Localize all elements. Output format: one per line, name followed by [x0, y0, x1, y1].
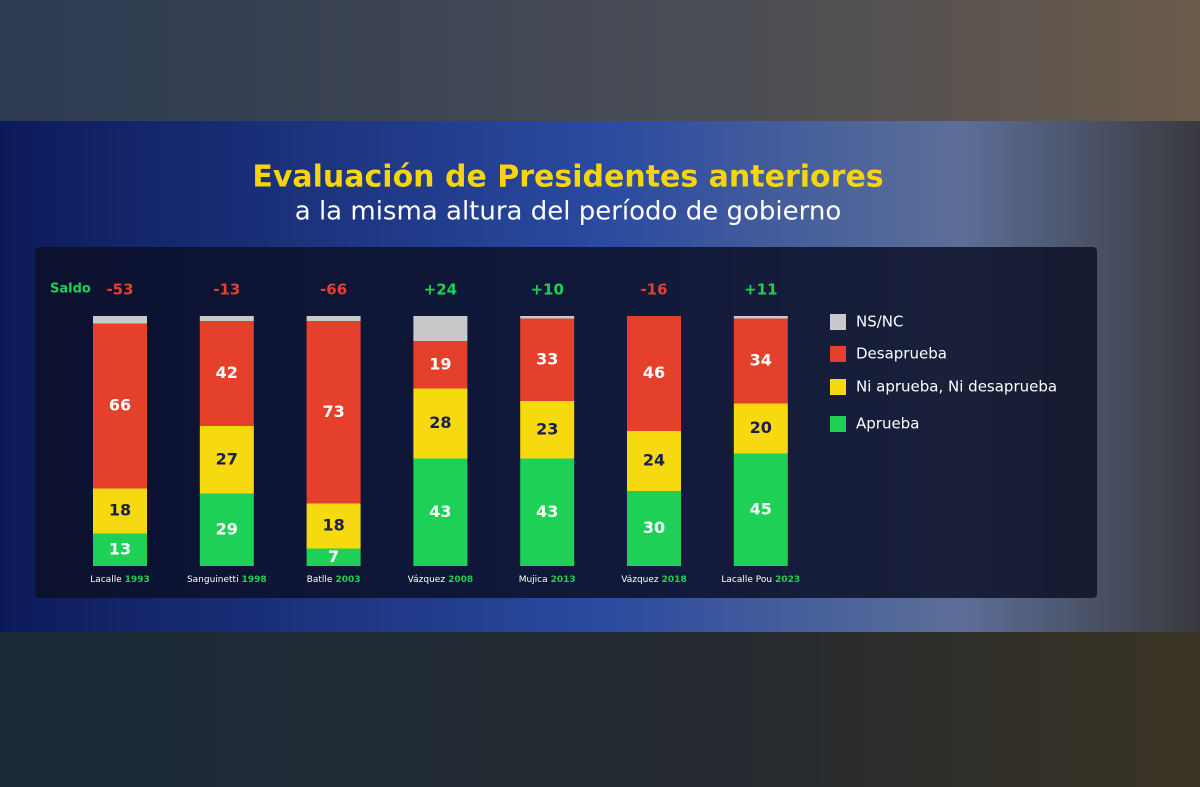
background-bottom — [0, 632, 1200, 787]
saldo-label: Saldo — [50, 282, 91, 297]
bar-segment — [199, 316, 254, 321]
data-label: 28 — [429, 413, 451, 432]
bar-segment — [306, 316, 361, 321]
saldo-value: +24 — [424, 281, 457, 299]
data-label: 29 — [216, 519, 238, 538]
data-label: 43 — [536, 502, 558, 521]
category-year: 2008 — [448, 575, 473, 585]
data-label: 42 — [216, 363, 238, 382]
saldo-value: -66 — [320, 281, 347, 299]
saldo-value: +10 — [530, 281, 563, 299]
category-name: Vázquez — [621, 575, 659, 585]
data-label: 33 — [536, 349, 558, 368]
x-tick-label: Lacalle 1993 — [90, 575, 150, 585]
x-tick-label: Vázquez 2018 — [621, 575, 686, 585]
bar-segment — [306, 548, 361, 566]
x-tick-label: Lacalle Pou 2023 — [721, 575, 800, 585]
legend-swatch — [830, 416, 846, 432]
category-year: 1998 — [242, 575, 267, 585]
category-year: 2013 — [551, 575, 576, 585]
legend-label: Ni aprueba, Ni desaprueba — [856, 378, 1057, 396]
saldo-value: +11 — [744, 281, 777, 299]
bar-segment — [733, 316, 788, 319]
category-name: Lacalle Pou — [721, 575, 772, 585]
bar-segment — [627, 491, 681, 566]
category-name: Batlle — [307, 575, 333, 585]
category-name: Vázquez — [408, 575, 446, 585]
legend-swatch — [830, 379, 846, 395]
data-label: 24 — [643, 451, 665, 470]
data-label: 34 — [750, 351, 772, 370]
x-tick-label: Batlle 2003 — [307, 575, 361, 585]
saldo-value: -13 — [213, 281, 240, 299]
bar-segment — [413, 458, 468, 566]
bar-segment — [627, 431, 681, 491]
data-label: 73 — [322, 402, 344, 421]
data-label: 23 — [536, 419, 558, 438]
bar-segment — [733, 403, 788, 454]
x-tick-label: Vázquez 2008 — [408, 575, 473, 585]
bar-segment — [413, 316, 468, 341]
data-label: 46 — [643, 363, 665, 382]
category-year: 2003 — [335, 575, 360, 585]
legend-label: Desaprueba — [856, 345, 947, 363]
chart-title: Evaluación de Presidentes anteriores — [252, 160, 883, 195]
saldo-value: -16 — [640, 281, 667, 299]
data-label: 30 — [643, 518, 665, 537]
data-label: 13 — [109, 539, 131, 558]
legend-swatch — [830, 346, 846, 362]
bar-segment — [93, 316, 147, 324]
legend-label: NS/NC — [856, 313, 904, 331]
data-label: 18 — [109, 501, 131, 520]
bar-segment — [413, 388, 468, 459]
legend-label: Aprueba — [856, 415, 919, 433]
x-tick-label: Mujica 2013 — [519, 575, 576, 585]
bar-segment — [520, 316, 575, 319]
background-top — [0, 0, 1200, 121]
bar-segment — [199, 493, 254, 566]
bar-segment — [733, 453, 788, 566]
data-label: 27 — [216, 449, 238, 468]
bar-segment — [199, 321, 254, 426]
bar-segment — [306, 321, 361, 504]
bar-segment — [520, 458, 575, 566]
data-label: 18 — [322, 516, 344, 535]
data-label: 7 — [328, 547, 339, 566]
bar-segment — [199, 426, 254, 494]
category-name: Mujica — [519, 575, 548, 585]
category-year: 2018 — [662, 575, 687, 585]
category-name: Lacalle — [90, 575, 122, 585]
data-label: 45 — [750, 499, 772, 518]
bar-segment — [520, 318, 575, 401]
category-year: 2023 — [775, 575, 800, 585]
x-tick-label: Sanguinetti 1998 — [187, 575, 267, 585]
category-name: Sanguinetti — [187, 575, 239, 585]
data-label: 20 — [750, 418, 772, 437]
bar-segment — [93, 488, 147, 534]
legend-swatch — [830, 314, 846, 330]
bar-segment — [520, 401, 575, 459]
bar-segment — [413, 341, 468, 389]
bar-segment — [627, 316, 681, 431]
bar-segment — [93, 533, 147, 566]
data-label: 43 — [429, 502, 451, 521]
saldo-value: -53 — [106, 281, 133, 299]
chart-subtitle: a la misma altura del período de gobiern… — [295, 197, 841, 227]
data-label: 19 — [429, 354, 451, 373]
bar-segment — [733, 318, 788, 404]
bar-segment — [93, 323, 147, 489]
data-label: 66 — [109, 396, 131, 415]
bar-segment — [306, 503, 361, 549]
category-year: 1993 — [125, 575, 150, 585]
